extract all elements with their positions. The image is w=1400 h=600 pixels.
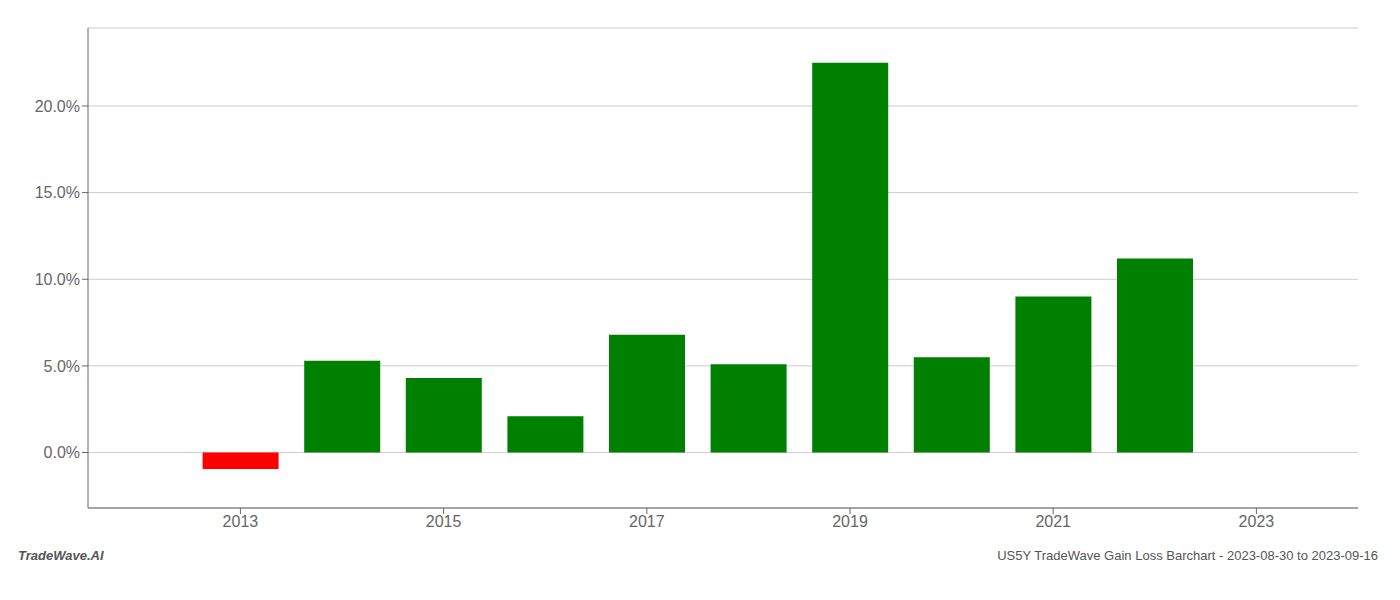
svg-text:0.0%: 0.0% <box>44 444 80 461</box>
svg-text:10.0%: 10.0% <box>35 271 80 288</box>
html-text:US5Y TradeWave Gain Loss Barch: US5Y TradeWave Gain Loss Barchart - 2023… <box>997 548 1378 563</box>
svg-text:2015: 2015 <box>426 513 462 530</box>
svg-text:2021: 2021 <box>1035 513 1071 530</box>
svg-text:20.0%: 20.0% <box>35 98 80 115</box>
svg-text:2017: 2017 <box>629 513 665 530</box>
svg-text:5.0%: 5.0% <box>44 358 80 375</box>
svg-text:2019: 2019 <box>832 513 868 530</box>
html-text:TradeWave.AI: TradeWave.AI <box>18 548 104 563</box>
svg-text:15.0%: 15.0% <box>35 184 80 201</box>
svg-text:2023: 2023 <box>1239 513 1275 530</box>
svg-text:2013: 2013 <box>223 513 259 530</box>
